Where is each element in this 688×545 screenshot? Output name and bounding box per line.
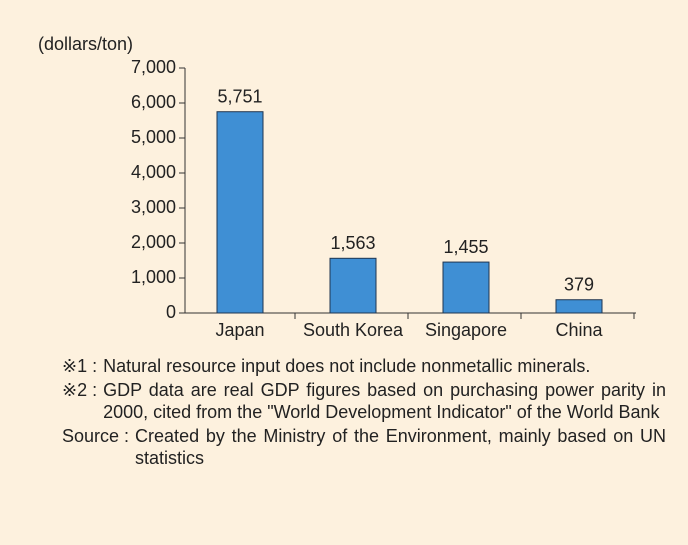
bar	[216, 111, 264, 314]
note: ※1 : Natural resource input does not incl…	[62, 355, 666, 377]
y-axis-label: (dollars/ton)	[38, 34, 133, 54]
note-label: ※2 :	[62, 380, 98, 400]
y-tick-label: 5,000	[131, 127, 176, 147]
note-text: Natural resource input does not include …	[103, 356, 591, 376]
value-label: 5,751	[217, 86, 262, 106]
y-tick-label: 7,000	[131, 57, 176, 77]
y-tick-label: 3,000	[131, 197, 176, 217]
x-tick-label: South Korea	[303, 320, 404, 340]
value-label: 379	[564, 274, 594, 294]
y-tick-label: 2,000	[131, 232, 176, 252]
x-tick-label: Japan	[215, 320, 264, 340]
y-tick-label: 1,000	[131, 267, 176, 287]
note-label: Source :	[62, 426, 130, 446]
value-label: 1,455	[443, 237, 488, 257]
chart: (dollars/ton) 0 1,000 2,000 3,000 4,000 5,000…	[38, 34, 636, 340]
y-tick-label: 6,000	[131, 92, 176, 112]
note-label: ※1 :	[62, 356, 98, 376]
bar	[442, 261, 490, 314]
notes: ※1 : Natural resource input does not incl…	[62, 355, 666, 471]
value-label: 1,563	[330, 233, 375, 253]
y-tick-label: 0	[166, 302, 176, 322]
bar	[555, 299, 603, 314]
note: Source : Created by the Ministry of the E…	[62, 425, 666, 469]
y-tick-label: 4,000	[131, 162, 176, 182]
x-tick-label: China	[555, 320, 603, 340]
note-text: Created by the Ministry of the Environme…	[135, 426, 666, 468]
bar	[329, 257, 377, 314]
x-tick-label: Singapore	[425, 320, 507, 340]
note: ※2 : GDP data are real GDP figures based …	[62, 379, 666, 423]
note-text: GDP data are real GDP figures based on p…	[103, 380, 666, 422]
